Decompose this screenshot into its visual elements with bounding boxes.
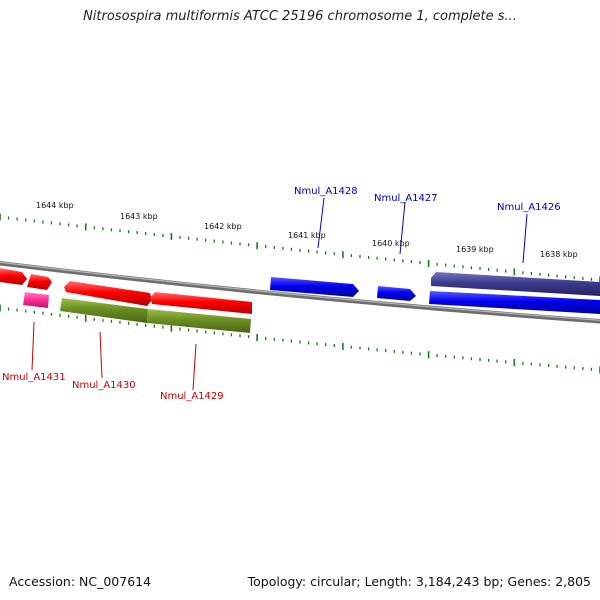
leader-nmul-a1428 (317, 197, 325, 249)
leader-nmul-a1427 (399, 201, 406, 255)
accession-text: Accession: NC_007614 (9, 574, 152, 589)
outer-tick-track (0, 213, 600, 284)
gene-olive-left[interactable] (60, 298, 148, 323)
ruler-label-1644: 1644 kbp (36, 201, 74, 210)
ruler-label-1642: 1642 kbp (204, 222, 242, 231)
ruler-label-1641: 1641 kbp (288, 231, 326, 240)
gene-nmul-a1431[interactable] (23, 292, 49, 308)
leader-nmul-a1426 (522, 213, 528, 264)
gene-arrow-red-edge[interactable] (0, 268, 27, 285)
gene-arrow-nmul-a1426[interactable] (431, 272, 600, 296)
gene-arrow-blue-right[interactable] (429, 291, 600, 314)
topology-text: Topology: circular; Length: 3,184,243 bp… (247, 574, 591, 589)
gene-label-nmul-a1427[interactable]: Nmul_A1427 (374, 193, 438, 204)
map-title: Nitrosospira multiformis ATCC 25196 chro… (83, 9, 517, 24)
gene-arrow-red-small[interactable] (27, 274, 52, 290)
gene-label-nmul-a1428[interactable]: Nmul_A1428 (294, 186, 358, 197)
gene-arrow-nmul-a1427[interactable] (377, 286, 416, 301)
gene-arrow-nmul-a1430[interactable] (64, 281, 152, 306)
gene-label-nmul-a1430[interactable]: Nmul_A1430 (72, 380, 136, 391)
gene-label-nmul-a1429[interactable]: Nmul_A1429 (160, 391, 224, 402)
leader-nmul-a1431 (31, 321, 35, 371)
chromosome-backbone (0, 260, 600, 324)
ruler-label-1639: 1639 kbp (456, 245, 494, 254)
inner-tick-track (0, 304, 600, 374)
ruler-label-1640: 1640 kbp (372, 239, 410, 248)
gene-label-nmul-a1431[interactable]: Nmul_A1431 (2, 372, 66, 383)
gene-olive-right[interactable] (147, 309, 251, 333)
gene-label-nmul-a1426[interactable]: Nmul_A1426 (497, 202, 561, 213)
gene-arrow-nmul-a1428[interactable] (270, 277, 359, 297)
leader-nmul-a1429 (192, 343, 197, 391)
ruler-label-1643: 1643 kbp (120, 212, 158, 221)
chromosome-backbone-highlight (0, 261, 600, 321)
gene-arrow-nmul-a1429-upper[interactable] (150, 292, 252, 314)
leader-nmul-a1430 (99, 331, 103, 379)
ruler-label-1638: 1638 kbp (540, 250, 578, 259)
